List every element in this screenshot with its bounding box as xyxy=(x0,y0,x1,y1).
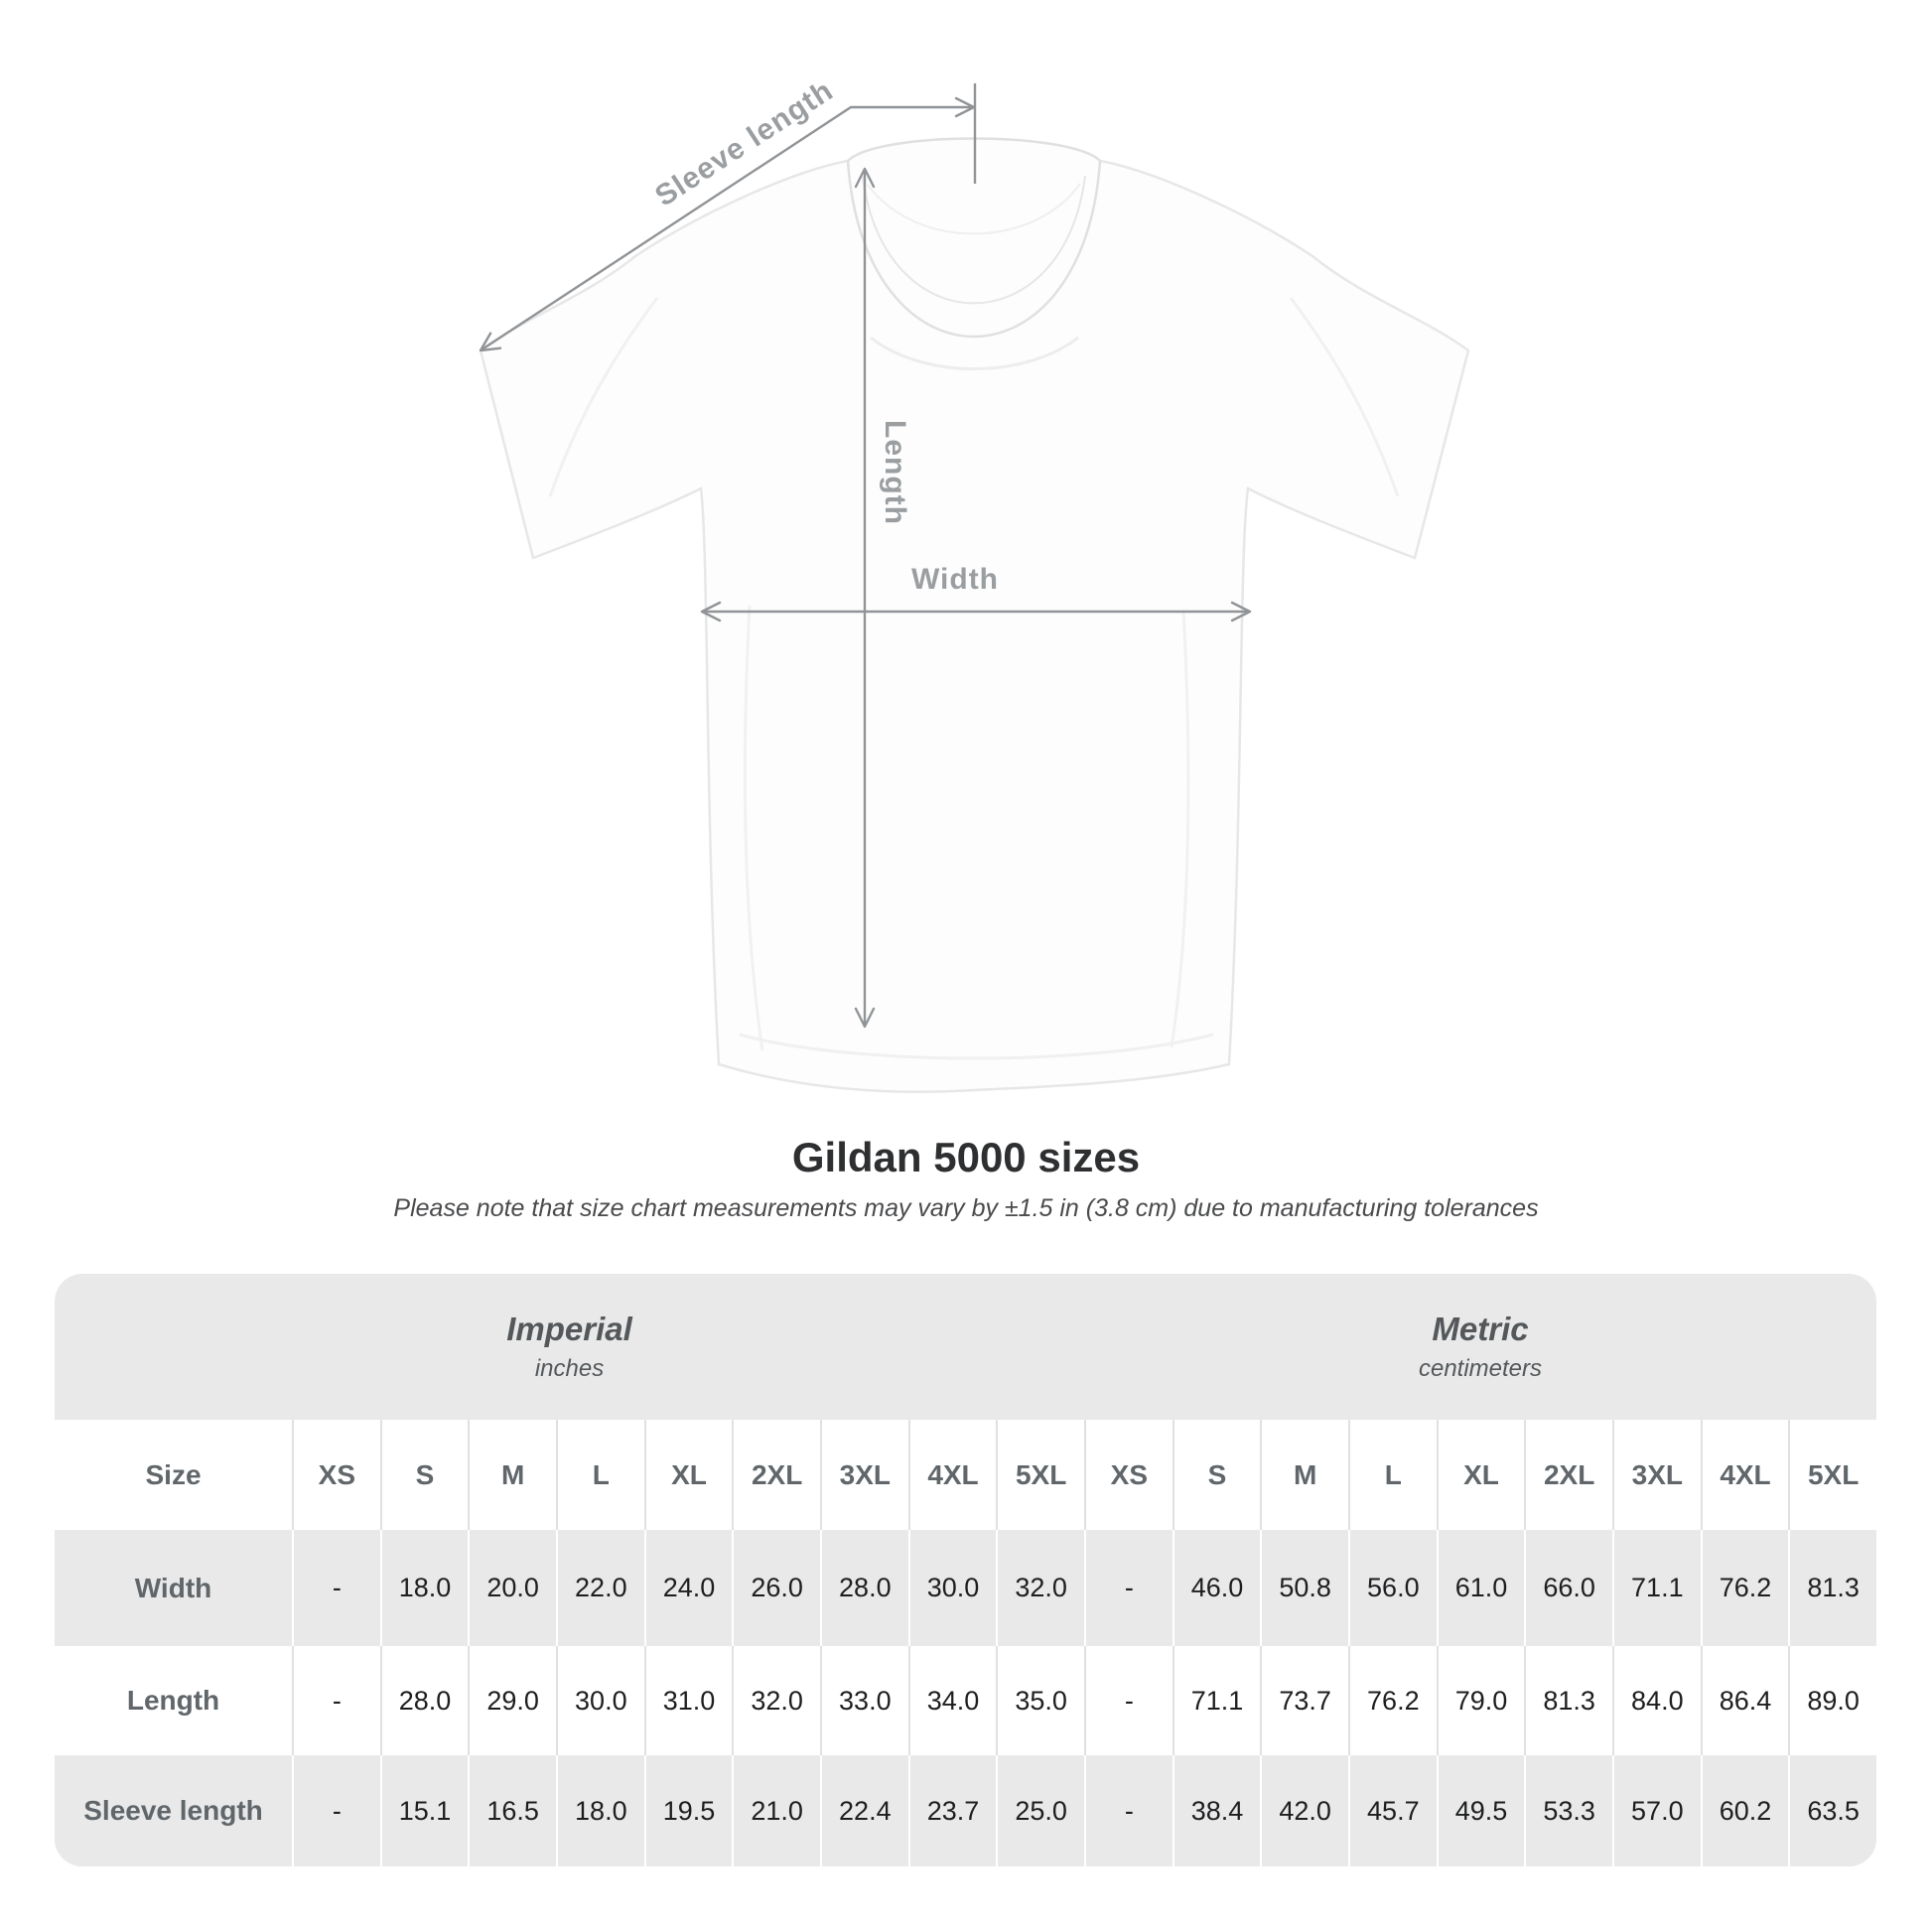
table-cell: 71.1 xyxy=(1172,1646,1261,1755)
size-col-header: 2XL xyxy=(732,1420,820,1530)
size-col-header: S xyxy=(379,1420,469,1530)
table-cell: 30.0 xyxy=(555,1646,644,1755)
table-cell: - xyxy=(1083,1530,1173,1646)
table-cell: 33.0 xyxy=(819,1646,908,1755)
row-label: Length xyxy=(126,1685,220,1716)
table-row-sleeve-length: Sleeve length - 15.1 16.5 18.0 19.5 21.0… xyxy=(55,1755,1876,1866)
table-cell: - xyxy=(292,1530,380,1646)
size-col-header: 4XL xyxy=(1700,1420,1789,1530)
table-cell: 81.3 xyxy=(1788,1530,1876,1646)
table-cell: 60.2 xyxy=(1700,1755,1789,1866)
size-col-header: L xyxy=(1347,1420,1437,1530)
size-col-header: 3XL xyxy=(1611,1420,1701,1530)
table-cell: 61.0 xyxy=(1436,1530,1525,1646)
table-cell: 20.0 xyxy=(468,1530,556,1646)
size-col-header: XS xyxy=(292,1420,380,1530)
table-cell: 31.0 xyxy=(643,1646,733,1755)
size-col-header: M xyxy=(468,1420,556,1530)
size-table: Imperial inches Metric centimeters Size … xyxy=(55,1274,1876,1866)
sleeve-length-arrow xyxy=(479,96,976,352)
table-cell: 76.2 xyxy=(1347,1646,1437,1755)
table-cell: 50.8 xyxy=(1260,1530,1348,1646)
size-col-header: M xyxy=(1260,1420,1348,1530)
table-cell: 86.4 xyxy=(1700,1646,1789,1755)
table-cell: 28.0 xyxy=(379,1646,469,1755)
table-cell: 66.0 xyxy=(1524,1530,1612,1646)
table-cell: 34.0 xyxy=(907,1646,997,1755)
table-row-length: Length - 28.0 29.0 30.0 31.0 32.0 33.0 3… xyxy=(55,1646,1876,1755)
table-cell: 38.4 xyxy=(1172,1755,1261,1866)
table-cell: 32.0 xyxy=(732,1646,820,1755)
size-header-row: Size XS S M L XL 2XL 3XL 4XL 5XL XS S M … xyxy=(55,1420,1876,1530)
row-label: Width xyxy=(134,1572,212,1603)
size-header-cell: Size xyxy=(145,1458,202,1490)
table-cell: 16.5 xyxy=(468,1755,556,1866)
size-col-header: 3XL xyxy=(819,1420,908,1530)
page-subtitle: Please note that size chart measurements… xyxy=(393,1194,1539,1222)
table-cell: 23.7 xyxy=(907,1755,997,1866)
table-cell: 22.0 xyxy=(555,1530,644,1646)
table-cell: 84.0 xyxy=(1611,1646,1701,1755)
imperial-group-unit: inches xyxy=(534,1355,605,1382)
metric-group-unit: centimeters xyxy=(1418,1355,1543,1382)
metric-group-name: Metric xyxy=(1432,1311,1529,1347)
table-cell: 35.0 xyxy=(996,1646,1084,1755)
table-cell: 71.1 xyxy=(1611,1530,1701,1646)
table-cell: - xyxy=(1083,1646,1173,1755)
table-cell: 18.0 xyxy=(555,1755,644,1866)
table-cell: 24.0 xyxy=(643,1530,733,1646)
size-col-header: 2XL xyxy=(1524,1420,1612,1530)
table-cell: 42.0 xyxy=(1260,1755,1348,1866)
row-label: Sleeve length xyxy=(83,1795,263,1826)
table-cell: 89.0 xyxy=(1788,1646,1876,1755)
table-cell: 46.0 xyxy=(1172,1530,1261,1646)
table-cell: 53.3 xyxy=(1524,1755,1612,1866)
table-cell: 32.0 xyxy=(996,1530,1084,1646)
table-cell: 81.3 xyxy=(1524,1646,1612,1755)
size-col-header: 5XL xyxy=(996,1420,1084,1530)
table-cell: 26.0 xyxy=(732,1530,820,1646)
metric-group-header: Metric centimeters xyxy=(1084,1274,1876,1420)
size-col-header: XL xyxy=(643,1420,733,1530)
size-col-header: XL xyxy=(1436,1420,1525,1530)
table-cell: 28.0 xyxy=(819,1530,908,1646)
table-cell: 22.4 xyxy=(819,1755,908,1866)
size-col-header: 5XL xyxy=(1788,1420,1876,1530)
table-cell: 21.0 xyxy=(732,1755,820,1866)
size-col-header: 4XL xyxy=(907,1420,997,1530)
table-cell: 18.0 xyxy=(379,1530,469,1646)
table-row-width: Width - 18.0 20.0 22.0 24.0 26.0 28.0 30… xyxy=(55,1530,1876,1646)
table-cell: 45.7 xyxy=(1347,1755,1437,1866)
imperial-group-header: Imperial inches xyxy=(55,1274,1084,1420)
table-cell: 79.0 xyxy=(1436,1646,1525,1755)
size-col-header: S xyxy=(1172,1420,1261,1530)
unit-group-header: Imperial inches Metric centimeters xyxy=(55,1274,1876,1420)
length-label: Length xyxy=(879,420,911,525)
table-cell: 49.5 xyxy=(1436,1755,1525,1866)
table-cell: 29.0 xyxy=(468,1646,556,1755)
table-cell: 76.2 xyxy=(1700,1530,1789,1646)
table-cell: 57.0 xyxy=(1611,1755,1701,1866)
width-label: Width xyxy=(910,563,1000,596)
table-cell: 15.1 xyxy=(379,1755,469,1866)
table-cell: 56.0 xyxy=(1347,1530,1437,1646)
table-cell: 30.0 xyxy=(907,1530,997,1646)
table-cell: - xyxy=(1083,1755,1173,1866)
table-cell: 63.5 xyxy=(1788,1755,1876,1866)
table-cell: 73.7 xyxy=(1260,1646,1348,1755)
table-cell: 19.5 xyxy=(643,1755,733,1866)
table-cell: - xyxy=(292,1755,380,1866)
tshirt-graphic xyxy=(479,137,1470,1093)
size-col-header: XS xyxy=(1083,1420,1173,1530)
table-cell: - xyxy=(292,1646,380,1755)
table-cell: 25.0 xyxy=(996,1755,1084,1866)
size-col-header: L xyxy=(555,1420,644,1530)
imperial-group-name: Imperial xyxy=(506,1311,632,1347)
page-title: Gildan 5000 sizes xyxy=(791,1134,1141,1180)
